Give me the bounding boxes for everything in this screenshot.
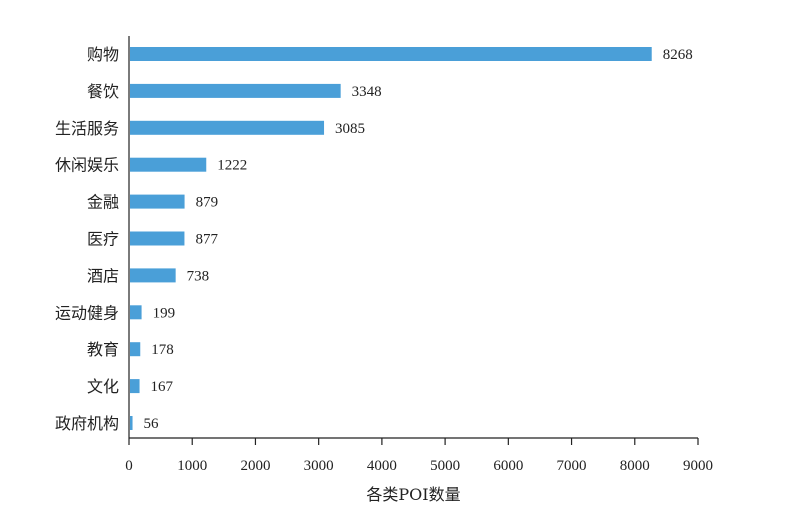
bar-5: [130, 231, 185, 246]
x-tick-label-2: 2000: [240, 458, 270, 474]
category-label-9: 文化: [87, 377, 119, 396]
category-label-1: 餐饮: [87, 82, 119, 101]
category-label-4: 金融: [87, 193, 119, 212]
bar-0: [130, 47, 652, 61]
value-label-6: 738: [187, 268, 210, 284]
x-axis-ticks: 0 1000 2000 3000 4000 5000 6000 7000 8000 9000: [125, 438, 713, 474]
category-label-7: 运动健身: [55, 303, 119, 322]
value-label-4: 879: [196, 195, 219, 211]
category-label-0: 购物: [87, 45, 119, 64]
value-label-0: 8268: [663, 47, 693, 63]
value-label-8: 178: [151, 342, 174, 358]
bar-2: [130, 120, 325, 135]
value-label-2: 3085: [335, 121, 365, 137]
x-tick-label-9: 9000: [683, 458, 713, 474]
x-tick-label-7: 7000: [557, 458, 587, 474]
bar-1: [130, 83, 341, 98]
category-label-10: 政府机构: [55, 414, 119, 433]
category-label-2: 生活服务: [55, 119, 119, 138]
x-tick-label-1: 1000: [177, 458, 207, 474]
value-label-10: 56: [144, 416, 160, 432]
value-label-3: 1222: [217, 158, 247, 174]
value-label-9: 167: [151, 379, 174, 395]
bar-4: [130, 194, 185, 209]
value-label-7: 199: [153, 305, 176, 321]
bar-10: [130, 416, 133, 430]
x-tick-label-4: 4000: [367, 458, 397, 474]
bars-group: [130, 47, 652, 430]
bar-8: [130, 342, 141, 357]
bar-6: [130, 268, 176, 283]
category-label-6: 酒店: [87, 266, 119, 285]
x-axis-title: 各类POI数量: [366, 485, 460, 504]
category-label-5: 医疗: [87, 230, 119, 249]
category-label-8: 教育: [87, 340, 119, 359]
category-label-3: 休闲娱乐: [55, 156, 119, 175]
x-tick-label-8: 8000: [620, 458, 650, 474]
bar-7: [130, 305, 142, 320]
x-tick-label-5: 5000: [430, 458, 460, 474]
x-tick-label-6: 6000: [493, 458, 523, 474]
x-tick-label-0: 0: [125, 458, 133, 474]
value-labels: 8268 3348 3085 1222 879 877 738 199 178 167 56: [144, 47, 693, 432]
x-tick-label-3: 3000: [304, 458, 334, 474]
bar-9: [130, 379, 140, 394]
value-label-5: 877: [195, 232, 218, 248]
value-label-1: 3348: [352, 84, 382, 100]
bar-3: [130, 157, 207, 172]
